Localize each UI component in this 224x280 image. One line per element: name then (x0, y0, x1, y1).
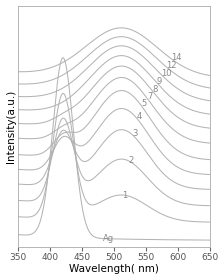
Text: 9: 9 (157, 77, 162, 86)
Text: 8: 8 (152, 85, 158, 94)
Text: 1: 1 (122, 190, 127, 200)
Text: 3: 3 (133, 129, 138, 138)
Text: 4: 4 (136, 112, 142, 121)
Text: 12: 12 (166, 61, 177, 70)
Text: 10: 10 (161, 69, 172, 78)
Text: 5: 5 (141, 99, 146, 108)
Text: 7: 7 (147, 92, 153, 101)
Y-axis label: Intensity(a.u.): Intensity(a.u.) (6, 90, 15, 163)
Text: 14: 14 (172, 53, 182, 62)
Text: 2: 2 (128, 155, 133, 165)
X-axis label: Wavelength( nm): Wavelength( nm) (69, 264, 159, 274)
Text: Ag: Ag (103, 234, 114, 243)
